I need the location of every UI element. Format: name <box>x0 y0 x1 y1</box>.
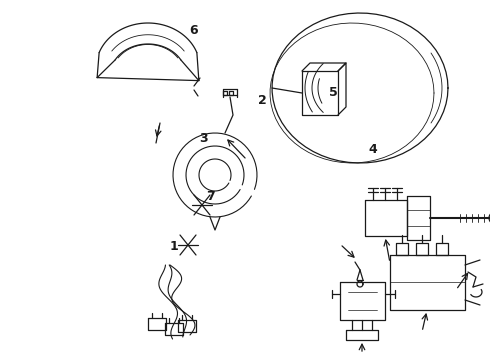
Text: 1: 1 <box>170 240 178 253</box>
Text: 5: 5 <box>329 86 338 99</box>
Text: 3: 3 <box>199 132 208 145</box>
Text: 6: 6 <box>189 24 198 37</box>
Text: 2: 2 <box>258 94 267 107</box>
Text: 4: 4 <box>368 143 377 156</box>
Text: 7: 7 <box>206 190 215 203</box>
